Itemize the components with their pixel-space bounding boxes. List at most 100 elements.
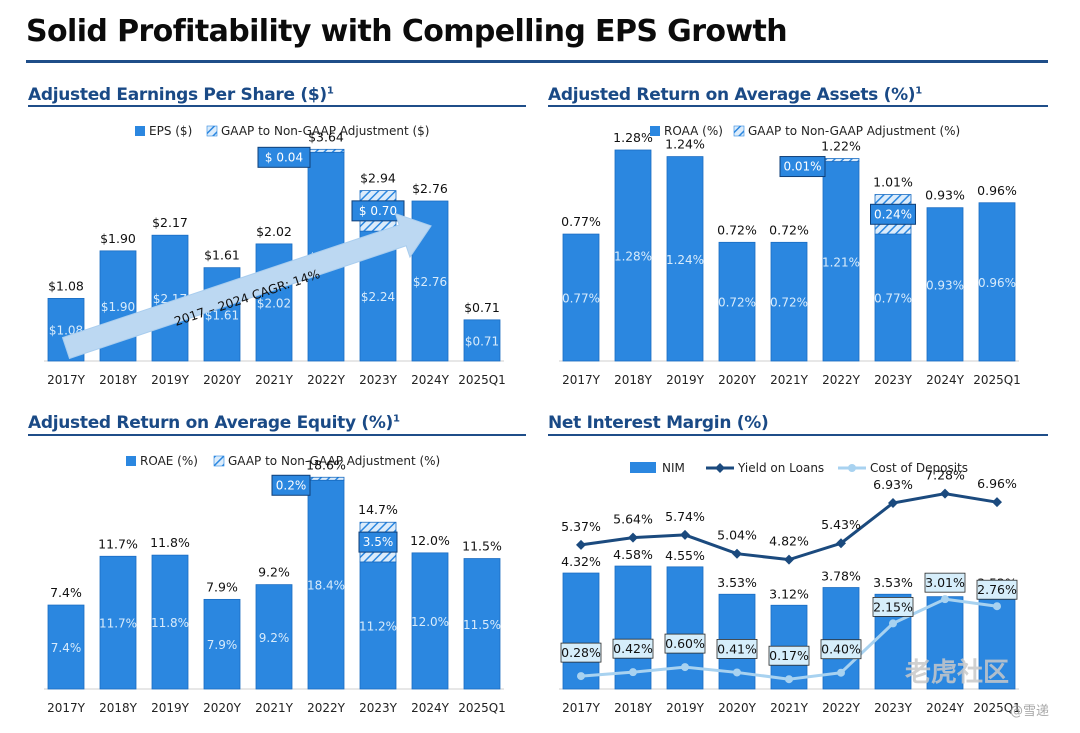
- roaa-adj-label-2022Y: 0.01%: [783, 160, 821, 174]
- eps-cagr-arrow: [61, 212, 432, 360]
- eps-adj-label-box-2023Y: [351, 200, 405, 222]
- roaa-category-2024Y: 2024Y: [926, 373, 965, 387]
- eps-total-label-2020Y: $1.61: [204, 248, 240, 263]
- roaa-total-label-2018Y: 1.28%: [613, 130, 653, 145]
- nim-loans-label-2018Y: 5.64%: [613, 512, 653, 527]
- nim-legend-label-deposits: Cost of Deposits: [870, 461, 968, 475]
- roaa-total-label-2021Y: 0.72%: [769, 222, 809, 237]
- nim-deposits-point-2019Y: [681, 663, 689, 672]
- nim-deposits-label-2021Y: 0.17%: [769, 648, 809, 663]
- eps-category-2019Y: 2019Y: [151, 373, 190, 387]
- eps-total-label-2021Y: $2.02: [256, 224, 292, 239]
- nim-deposits-label-box-2021Y: [768, 645, 810, 666]
- page-title: Solid Profitability with Compelling EPS …: [26, 14, 788, 49]
- nim-loans-point-2025Q1: [992, 497, 1002, 508]
- nim-category-2018Y: 2018Y: [614, 701, 653, 715]
- nim-deposits-label-box-2020Y: [716, 639, 758, 659]
- roae-title-text: Adjusted Return on Average Equity (%): [28, 413, 394, 433]
- roae-legend-label-adj: GAAP to Non-GAAP Adjustment (%): [228, 454, 440, 468]
- roaa-legend-label-adj: GAAP to Non-GAAP Adjustment (%): [748, 124, 960, 138]
- nim-loans-label-2023Y: 6.93%: [873, 477, 913, 492]
- eps-category-2021Y: 2021Y: [255, 373, 294, 387]
- eps-category-2017Y: 2017Y: [47, 373, 86, 387]
- nim-deposits-label-box-2025Q1: [976, 579, 1018, 600]
- nim-loans-label-2022Y: 5.43%: [821, 517, 861, 532]
- roae-bar-label-2020Y: 7.9%: [207, 638, 238, 652]
- roaa-category-2021Y: 2021Y: [770, 373, 809, 387]
- roae-total-label-2017Y: 7.4%: [50, 585, 82, 600]
- nim-category-2021Y: 2021Y: [770, 701, 809, 715]
- roaa-panel-title: Adjusted Return on Average Assets (%)1: [548, 85, 922, 105]
- nim-bar-2017Y: [562, 572, 600, 690]
- nim-deposits-point-2017Y: [577, 672, 585, 681]
- eps-adj-bar-2022Y: [307, 148, 345, 153]
- roaa-title-text: Adjusted Return on Average Assets (%): [548, 85, 916, 105]
- roaa-bar-label-2023Y: 0.77%: [874, 292, 912, 306]
- nim-deposits-label-2017Y: 0.28%: [561, 645, 601, 660]
- eps-adj-label-2023Y: $ 0.70: [359, 204, 397, 218]
- roae-bar-2025Q1: [463, 558, 501, 690]
- roaa-bar-label-2024Y: 0.93%: [926, 278, 964, 292]
- nim-loans-label-2024Y: 7.28%: [925, 468, 965, 483]
- nim-loans-point-2021Y: [784, 554, 794, 565]
- nim-loans-point-2024Y: [940, 488, 950, 499]
- roaa-total-label-2020Y: 0.72%: [717, 222, 757, 237]
- nim-deposits-label-2024Y: 3.01%: [925, 575, 965, 590]
- roae-bar-label-2022Y: 18.4%: [307, 579, 345, 593]
- roaa-bar-label-2017Y: 0.77%: [562, 292, 600, 306]
- eps-category-2023Y: 2023Y: [359, 373, 398, 387]
- roaa-legend-label-main: ROAA (%): [664, 124, 723, 138]
- roaa-bar-2021Y: [770, 241, 808, 362]
- nim-bar-label-2017Y: 4.32%: [561, 554, 601, 569]
- nim-deposits-label-box-2019Y: [664, 633, 706, 654]
- roae-title-footnote: 1: [393, 413, 400, 425]
- nim-category-2025Q1: 2025Q1: [973, 701, 1021, 715]
- roaa-title-footnote: 1: [915, 85, 922, 97]
- nim-title-text: Net Interest Margin (%): [548, 413, 769, 433]
- nim-loans-label-2017Y: 5.37%: [561, 519, 601, 534]
- eps-bar-label-2021Y: $2.02: [257, 296, 291, 310]
- nim-legend-marker-loans: [715, 463, 725, 473]
- roae-bar-label-2018Y: 11.7%: [99, 617, 137, 631]
- nim-deposits-label-2022Y: 0.40%: [821, 642, 861, 657]
- nim-category-2020Y: 2020Y: [718, 701, 757, 715]
- roaa-bar-label-2019Y: 1.24%: [666, 253, 704, 267]
- roaa-bar-label-2018Y: 1.28%: [614, 250, 652, 264]
- nim-deposits-label-2023Y: 2.15%: [873, 599, 913, 614]
- eps-category-2018Y: 2018Y: [99, 373, 138, 387]
- eps-category-2025Q1: 2025Q1: [458, 373, 506, 387]
- roae-bar-2018Y: [99, 555, 137, 690]
- nim-category-2022Y: 2022Y: [822, 701, 861, 715]
- nim-category-2024Y: 2024Y: [926, 701, 965, 715]
- title-divider: [26, 60, 1048, 63]
- nim-bar-label-2020Y: 3.53%: [717, 575, 757, 590]
- nim-deposits-label-box-2017Y: [560, 642, 602, 663]
- roae-adj-label-box-2022Y: [271, 474, 311, 496]
- nim-legend-swatch-nim: [630, 462, 656, 473]
- roae-legend-swatch-main: [126, 456, 136, 466]
- roae-category-2017Y: 2017Y: [47, 701, 86, 715]
- roae-adj-bar-2022Y: [307, 476, 345, 481]
- eps-total-label-2025Q1: $0.71: [464, 300, 500, 315]
- roae-bar-2022Y: [307, 479, 345, 690]
- nim-legend-label-loans: Yield on Loans: [737, 461, 824, 475]
- roae-bar-2021Y: [255, 584, 293, 690]
- roaa-bar-label-2020Y: 0.72%: [718, 296, 756, 310]
- nim-loans-point-2018Y: [628, 532, 638, 543]
- watermark: 老虎社区: [905, 658, 1010, 688]
- roae-total-label-2019Y: 11.8%: [150, 535, 190, 550]
- eps-bar-2025Q1: [463, 319, 501, 362]
- roae-total-label-2024Y: 12.0%: [410, 533, 450, 548]
- nim-loans-label-2021Y: 4.82%: [769, 534, 809, 549]
- eps-panel-title: Adjusted Earnings Per Share ($)1: [28, 85, 334, 105]
- nim-loans-point-2017Y: [576, 539, 586, 550]
- nim-deposits-point-2025Q1: [993, 602, 1001, 611]
- roaa-total-label-2022Y: 1.22%: [821, 139, 861, 154]
- roae-category-2023Y: 2023Y: [359, 701, 398, 715]
- nim-deposits-label-2018Y: 0.42%: [613, 641, 653, 656]
- nim-loans-point-2019Y: [680, 529, 690, 540]
- roaa-bar-2019Y: [666, 156, 704, 362]
- roaa-title-rule: [548, 105, 1048, 107]
- roae-bar-2019Y: [151, 554, 189, 690]
- roae-bar-label-2024Y: 12.0%: [411, 615, 449, 629]
